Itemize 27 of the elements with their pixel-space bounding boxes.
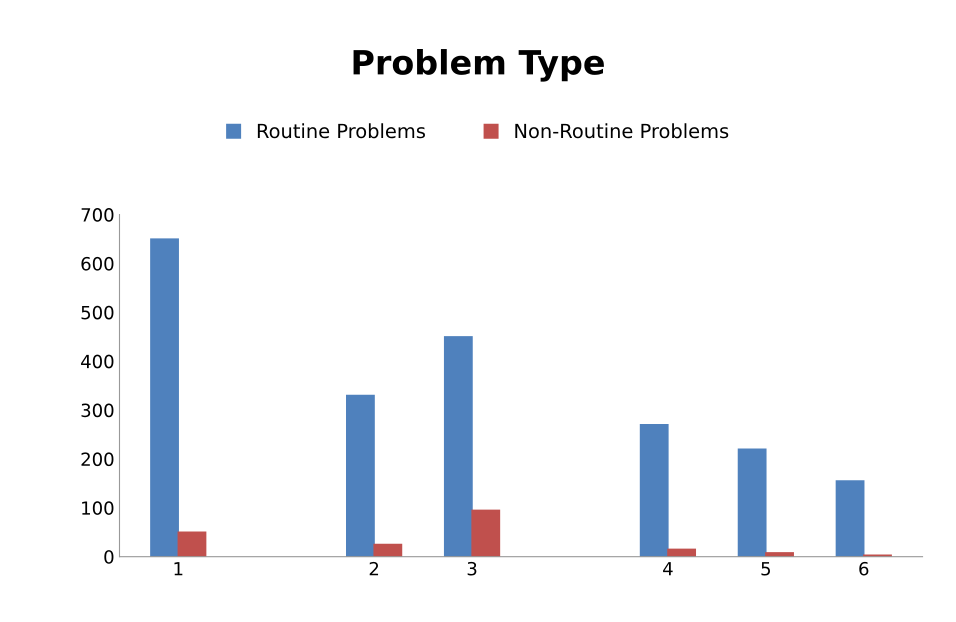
y-tick-label: 0 xyxy=(104,550,114,564)
bar xyxy=(471,510,500,557)
y-tick-label: 700 xyxy=(82,208,114,222)
bar xyxy=(738,448,767,557)
x-tick-label: 1 xyxy=(174,562,182,576)
y-tick-label: 600 xyxy=(81,256,114,271)
y-tick-label: 300 xyxy=(82,404,114,418)
legend-label: Routine Problems xyxy=(258,123,425,138)
bar xyxy=(346,394,375,557)
bar xyxy=(373,544,402,557)
bar xyxy=(444,336,473,557)
chart-title: Problem Type xyxy=(354,49,604,82)
x-tick-label: 2 xyxy=(370,562,378,576)
x-tick-label: 3 xyxy=(468,562,476,576)
y-tick-label: 400 xyxy=(81,354,114,368)
x-tick-label: 6 xyxy=(859,562,868,576)
y-tick-label: 200 xyxy=(82,452,114,466)
y-tick-label: 100 xyxy=(82,501,114,515)
y-tick-label: 500 xyxy=(82,306,114,320)
legend-label: Non-Routine Problems xyxy=(515,123,728,138)
x-tick-label: 4 xyxy=(663,562,673,576)
bar xyxy=(836,480,864,557)
bar xyxy=(150,238,179,557)
bar xyxy=(178,532,206,557)
bar xyxy=(640,424,669,557)
x-tick-label: 5 xyxy=(762,562,770,576)
bar xyxy=(667,548,696,557)
